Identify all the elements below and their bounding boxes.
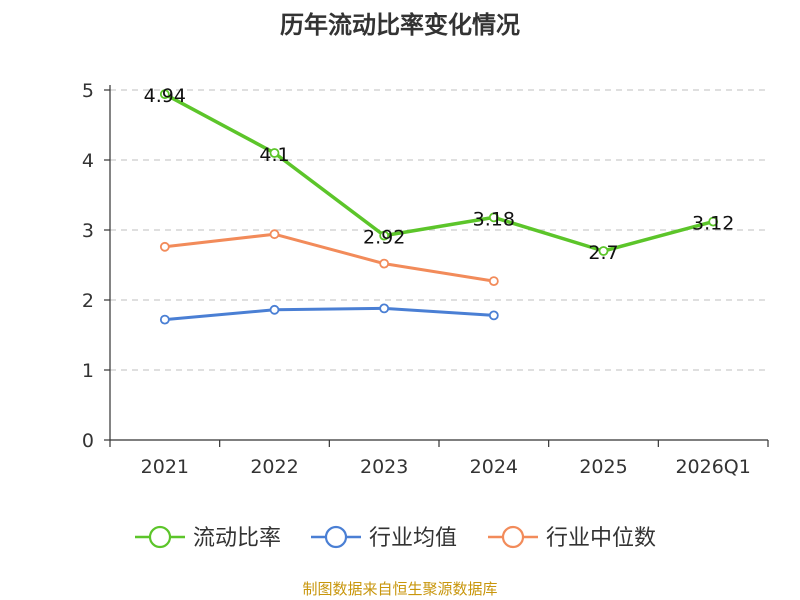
y-tick-label: 1 xyxy=(82,360,94,382)
data-point-industry-avg xyxy=(379,303,390,314)
data-label: 4.1 xyxy=(259,144,289,166)
series-line-industry-avg xyxy=(164,306,494,322)
source-note: 制图数据来自恒生聚源数据库 xyxy=(302,580,497,598)
legend-item-ratio[interactable]: 流动比率 xyxy=(135,525,281,551)
data-point-industry-avg xyxy=(488,310,499,321)
legend-label: 行业中位数 xyxy=(546,526,656,551)
series-industry-median xyxy=(159,229,499,287)
y-tick-label: 0 xyxy=(82,430,94,452)
legend-swatch-marker xyxy=(324,525,348,549)
data-point-industry-median xyxy=(269,229,280,240)
x-tick-label: 2021 xyxy=(141,456,189,478)
y-tick-label: 4 xyxy=(82,150,94,172)
series-lines xyxy=(159,89,719,325)
data-point-ratio xyxy=(708,216,719,227)
grid-lines xyxy=(110,89,768,371)
series-line-industry-median xyxy=(164,232,495,283)
data-point-ratio xyxy=(598,246,609,256)
data-point-industry-avg xyxy=(269,304,280,315)
legend: 流动比率 行业均值 行业中位数 xyxy=(135,525,656,551)
legend-swatch-marker xyxy=(501,525,525,549)
legend-swatch-marker xyxy=(148,525,172,549)
x-tick-label: 2023 xyxy=(360,456,408,478)
x-tick-label: 2024 xyxy=(470,456,518,478)
legend-label: 行业均值 xyxy=(369,526,457,551)
series-line-ratio xyxy=(164,92,714,253)
data-point-industry-avg xyxy=(159,314,170,325)
data-label: 2.7 xyxy=(588,242,618,264)
data-point-industry-median xyxy=(379,258,390,269)
data-point-ratio xyxy=(488,212,499,223)
y-tick-label: 2 xyxy=(82,290,94,312)
y-tick-label: 3 xyxy=(82,220,94,242)
data-label: 4.94 xyxy=(144,85,186,107)
data-point-ratio xyxy=(379,230,390,241)
series-ratio xyxy=(159,89,719,256)
data-label: 2.92 xyxy=(363,227,405,249)
data-label: 3.18 xyxy=(473,208,515,230)
data-label: 3.12 xyxy=(692,213,734,235)
legend-item-industry-median[interactable]: 行业中位数 xyxy=(488,525,656,551)
data-point-ratio xyxy=(159,89,170,100)
x-tick-label: 2026Q1 xyxy=(675,456,750,478)
data-point-industry-median xyxy=(488,276,499,287)
series-industry-avg xyxy=(159,303,499,325)
x-tick-label: 2022 xyxy=(250,456,298,478)
chart-title: 历年流动比率变化情况 xyxy=(280,11,520,39)
legend-item-industry-avg[interactable]: 行业均值 xyxy=(311,525,457,551)
data-labels: 4.94 4.1 2.92 3.18 2.7 3.12 xyxy=(144,85,735,264)
axes: 0 1 2 3 4 5 2021 2022 2023 2024 2025 2026Q1 xyxy=(82,80,769,478)
y-tick-label: 5 xyxy=(82,80,94,102)
legend-label: 流动比率 xyxy=(193,526,281,551)
data-point-industry-median xyxy=(159,241,170,252)
x-tick-label: 2025 xyxy=(579,456,627,478)
data-point-ratio xyxy=(269,148,280,158)
